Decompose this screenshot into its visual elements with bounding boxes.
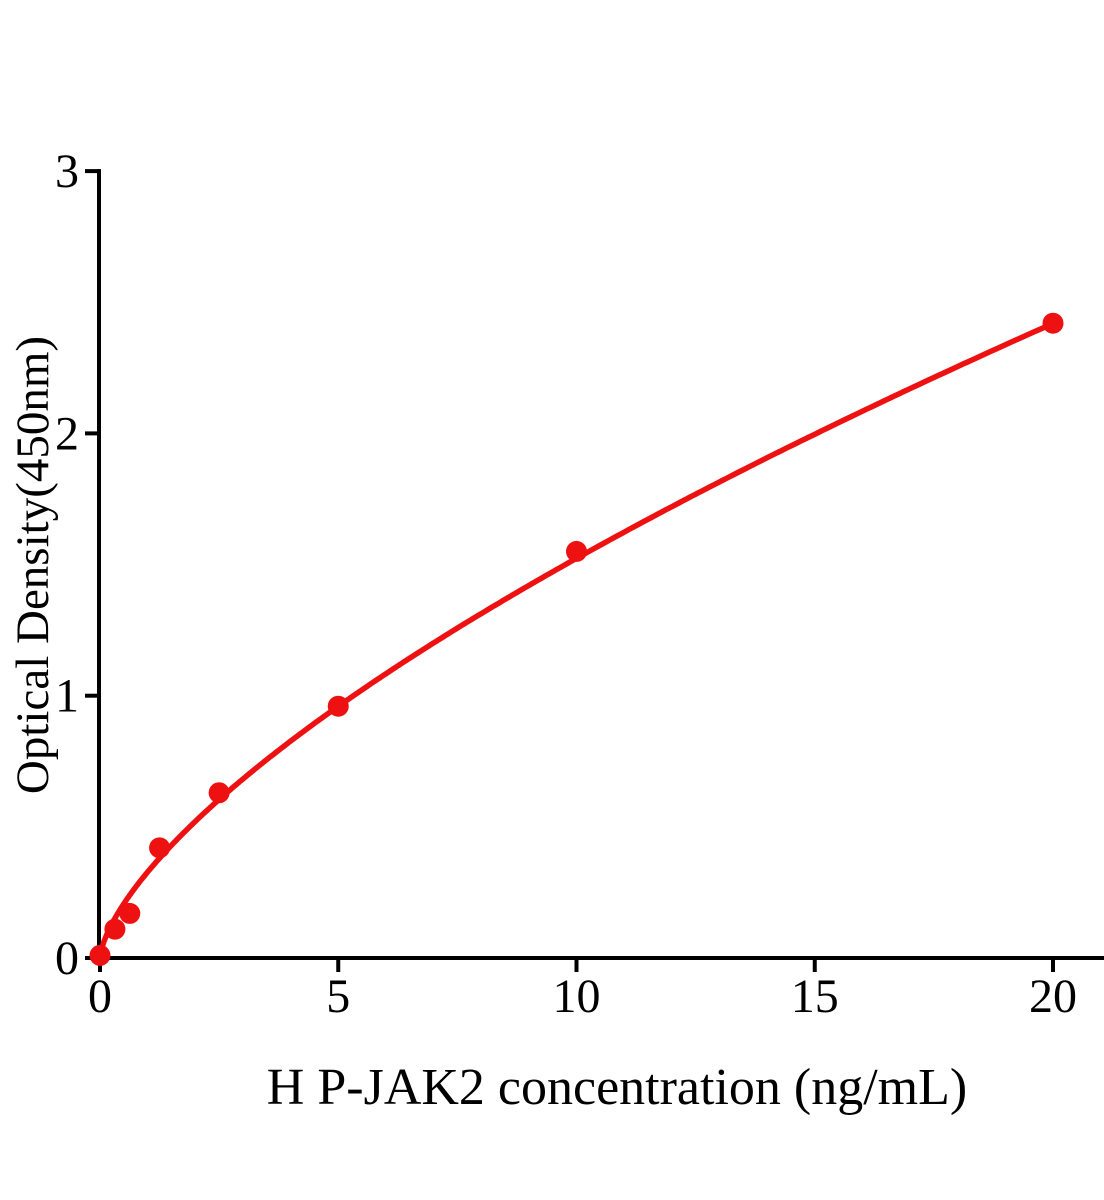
y-tick-label: 0	[55, 932, 79, 985]
x-tick-label: 15	[791, 970, 839, 1023]
y-tick-label: 2	[55, 407, 79, 460]
data-point	[89, 944, 111, 966]
data-point	[208, 782, 230, 804]
x-tick-label: 20	[1029, 970, 1077, 1023]
data-point	[327, 695, 349, 717]
data-point	[119, 902, 141, 924]
data-point	[566, 540, 587, 562]
y-tick-label: 1	[55, 670, 79, 723]
data-point	[1042, 312, 1064, 334]
y-axis-title: Optical Density(450nm)	[7, 335, 59, 795]
data-point	[149, 837, 171, 859]
fit-curve	[97, 320, 1056, 961]
x-tick-label: 10	[553, 970, 601, 1023]
y-tick-label: 3	[55, 145, 79, 198]
x-axis-title: H P-JAK2 concentration (ng/mL)	[266, 1059, 968, 1116]
x-tick-label: 0	[88, 970, 112, 1023]
data-point	[104, 918, 126, 940]
x-tick-label: 5	[326, 970, 350, 1023]
